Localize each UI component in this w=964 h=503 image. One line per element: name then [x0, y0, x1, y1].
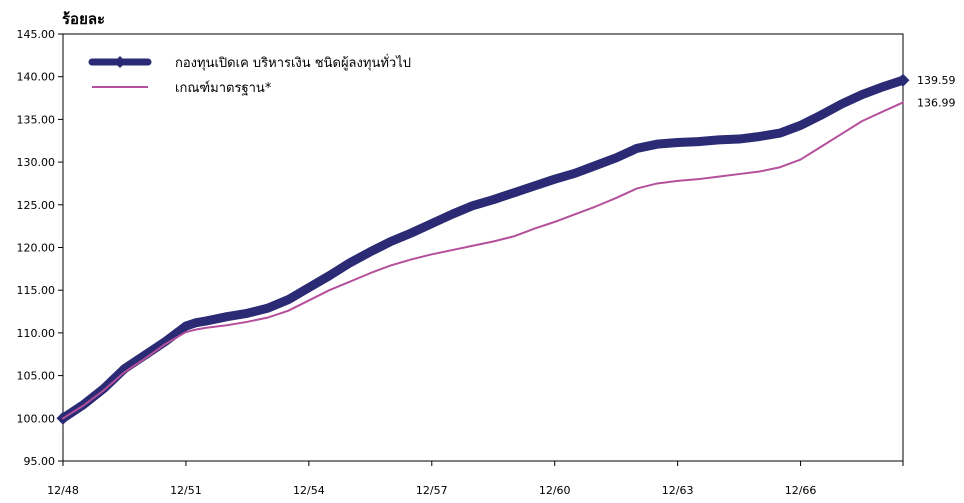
- plot-frame: [62, 33, 904, 462]
- end-labels: 139.59 136.99: [917, 74, 956, 109]
- axes: 95.00 100.00 105.00 110.00 115.00 120.00 125.0…: [17, 28, 904, 497]
- legend-label-fund: กองทุนเปิดเค บริหารเงิน ชนิดผู้ลงทุนทั่ว…: [175, 54, 411, 71]
- y-tick-label: 125.00: [17, 199, 56, 212]
- y-tick-label: 115.00: [17, 284, 56, 297]
- x-tick-label: 12/63: [662, 484, 694, 497]
- legend: กองทุนเปิดเค บริหารเงิน ชนิดผู้ลงทุนทั่ว…: [88, 54, 411, 96]
- legend-marker-fund: [114, 56, 126, 68]
- benchmark-series-line: [62, 101, 904, 420]
- y-axis-title: ร้อยละ: [62, 10, 105, 28]
- y-tick-label: 110.00: [17, 327, 56, 340]
- x-tick-label: 12/57: [416, 484, 448, 497]
- fund-series-line: [58, 75, 908, 423]
- x-tick-label: 12/66: [785, 484, 817, 497]
- y-tick-label: 100.00: [17, 412, 56, 425]
- x-tick-label: 12/54: [293, 484, 325, 497]
- y-tick-label: 95.00: [24, 455, 56, 468]
- y-tick-label: 130.00: [17, 156, 56, 169]
- x-tick-label: 12/51: [170, 484, 202, 497]
- y-tick-label: 120.00: [17, 242, 56, 255]
- series-layer: [56, 73, 910, 425]
- legend-label-benchmark: เกณฑ์มาตรฐาน*: [175, 80, 272, 96]
- benchmark-end-label: 136.99: [917, 96, 956, 109]
- y-tick-label: 135.00: [17, 113, 56, 126]
- y-tick-label: 145.00: [17, 28, 56, 41]
- x-tick-label: 12/48: [47, 484, 79, 497]
- y-tick-label: 105.00: [17, 370, 56, 383]
- fund-end-label: 139.59: [917, 74, 956, 87]
- x-tick-label: 12/60: [539, 484, 571, 497]
- y-tick-label: 140.00: [17, 71, 56, 84]
- fund-series-marker: [896, 73, 910, 87]
